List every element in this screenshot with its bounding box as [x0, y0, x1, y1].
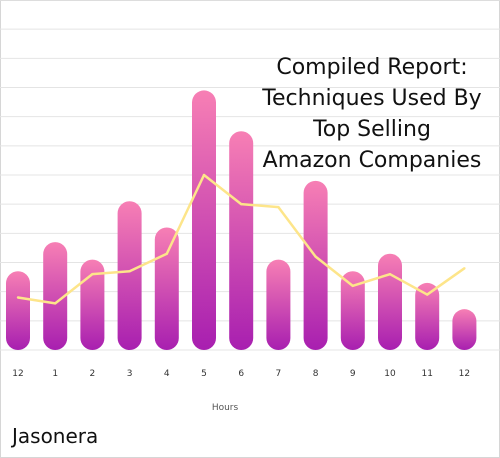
x-tick-label: 10: [384, 369, 396, 379]
chart-title: Compiled Report: Techniques Used By Top …: [252, 52, 492, 176]
x-tick-label: 11: [421, 369, 432, 379]
line-point-3: [128, 270, 131, 273]
bar-2: [80, 259, 105, 350]
chart-title-line-2: Techniques Used By: [262, 86, 482, 111]
bar-4: [154, 227, 179, 350]
x-tick-label: 6: [238, 369, 244, 379]
x-tick-labels: 12 1 2 3 4 5 6 7 8 9 10 11 12: [12, 369, 470, 379]
line-point-12: [463, 267, 466, 270]
bar-6: [229, 131, 254, 350]
x-tick-label: 4: [164, 369, 170, 379]
line-point-6: [240, 202, 243, 206]
line-series: [16, 173, 466, 305]
x-tick-label: 2: [90, 369, 96, 379]
bar-12: [452, 309, 477, 350]
chart-title-line-1: Compiled Report:: [276, 55, 468, 80]
chart-title-line-4: Amazon Companies: [262, 148, 482, 173]
bar-series: [6, 90, 477, 351]
x-tick-label: 12: [459, 369, 470, 379]
x-tick-label: 3: [127, 369, 133, 379]
line-point-11: [426, 293, 429, 296]
bar-1: [43, 242, 68, 350]
bar-7: [266, 259, 291, 350]
bar-11: [415, 282, 440, 350]
bar-5: [192, 90, 216, 351]
bar-10: [378, 253, 402, 350]
x-tick-label: 5: [201, 369, 207, 379]
x-tick-label: 12: [12, 369, 23, 379]
line-point-10: [388, 272, 392, 276]
line-point-9: [351, 284, 354, 288]
line-point-0: [16, 296, 20, 299]
x-tick-label: 7: [276, 369, 282, 379]
line-point-5: [202, 173, 206, 177]
bar-8: [303, 180, 328, 350]
chart-title-line-3: Top Selling: [313, 117, 431, 142]
line-point-2: [91, 272, 94, 276]
bar-0: [6, 271, 30, 350]
x-axis-title: Hours: [212, 403, 239, 413]
x-tick-label: 1: [52, 369, 58, 379]
line-point-8: [314, 255, 317, 258]
line-point-4: [165, 252, 168, 255]
bar-3: [117, 201, 142, 350]
x-tick-label: 8: [313, 369, 319, 379]
line-point-7: [277, 205, 280, 209]
brand-label: Jasonera: [12, 424, 99, 448]
line-point-1: [54, 302, 57, 305]
x-tick-label: 9: [350, 369, 356, 379]
bar-9: [340, 271, 365, 350]
